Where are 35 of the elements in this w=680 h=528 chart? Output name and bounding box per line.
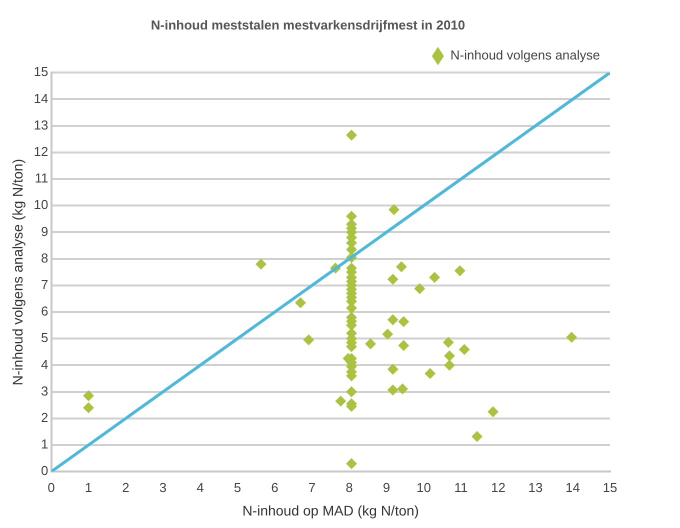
y-tick-label: 9 (41, 224, 48, 239)
x-tick-label: 1 (84, 480, 92, 495)
x-tick-label: 10 (416, 480, 431, 495)
y-tick-label: 8 (41, 250, 48, 266)
x-tick-label: 6 (271, 480, 278, 495)
y-tick-label: 1 (41, 436, 48, 452)
x-tick-label: 8 (346, 480, 353, 495)
x-tick-label: 4 (196, 480, 204, 495)
x-tick-label: 3 (159, 480, 167, 495)
x-tick-label: 7 (308, 480, 316, 495)
y-tick-label: 4 (41, 356, 48, 372)
x-tick-label: 9 (382, 480, 390, 495)
y-tick-label: 6 (41, 304, 48, 319)
y-tick-label: 11 (34, 170, 48, 186)
y-tick-label: 14 (34, 90, 48, 106)
x-tick-label: 14 (566, 480, 580, 495)
x-tick-label: 15 (602, 480, 618, 495)
y-tick-label: 0 (41, 463, 48, 478)
legend-label: N-inhoud volgens analyse (450, 48, 600, 63)
x-axis-title: N-inhoud op MAD (kg N/ton) (242, 502, 419, 518)
y-tick-label: 5 (41, 330, 48, 346)
y-tick-label: 2 (41, 410, 48, 425)
x-tick-label: 13 (528, 480, 543, 495)
y-axis-title: N-inhoud volgens analyse (kg N/ton) (9, 158, 26, 386)
y-tick-label: 10 (34, 197, 48, 212)
y-tick-label: 3 (41, 383, 48, 398)
y-tick-label: 12 (34, 144, 48, 159)
x-tick-label: 5 (234, 480, 242, 495)
chart-title: N-inhoud meststalen mestvarkensdrijfmest in 2010 (150, 17, 466, 32)
y-tick-label: 13 (34, 117, 48, 132)
x-tick-label: 2 (122, 480, 130, 495)
x-tick-label: 11 (454, 480, 468, 495)
y-tick-label: 7 (41, 276, 48, 292)
x-tick-label: 12 (491, 480, 506, 495)
y-tick-label: 15 (34, 64, 48, 80)
